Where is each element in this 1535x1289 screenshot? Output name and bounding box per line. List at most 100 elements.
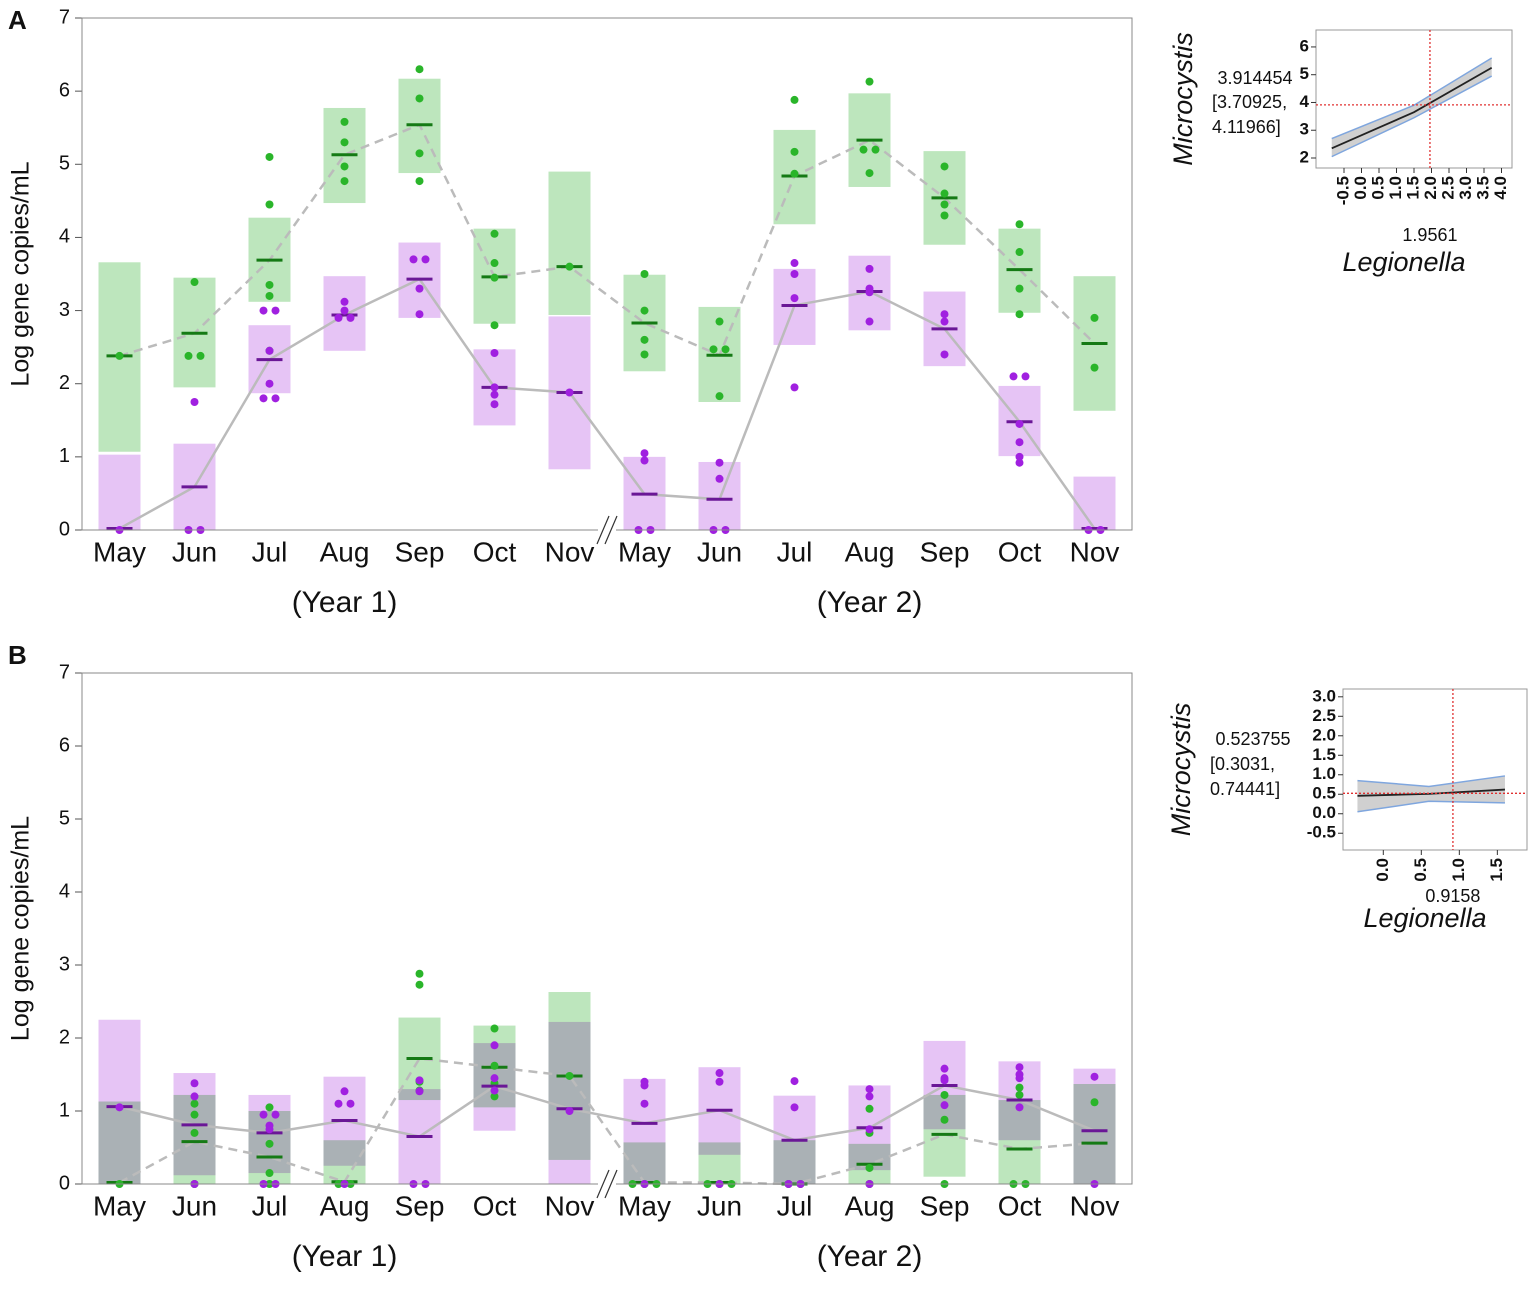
band-edge [1357, 800, 1505, 813]
data-point [1009, 372, 1018, 381]
y-tick-label: 2 [59, 1026, 70, 1048]
data-point [865, 1085, 874, 1094]
data-point [940, 310, 949, 319]
y-tick-label: 2 [59, 372, 70, 394]
ci-label: 0.74441] [1210, 779, 1280, 799]
y-tick-label: 5 [59, 153, 70, 175]
data-point [709, 345, 718, 354]
data-point [334, 1099, 343, 1108]
data-point [490, 259, 499, 268]
x-tick-label: 4.0 [1491, 176, 1510, 200]
data-point [490, 1024, 499, 1033]
y-axis-label: Microcystis [1168, 32, 1198, 166]
data-point [190, 1099, 199, 1108]
data-point [1015, 220, 1024, 229]
x-tick-label: Oct [998, 536, 1042, 567]
x-tick-label: 3.0 [1456, 176, 1475, 200]
data-point [415, 969, 424, 978]
y-tick-label: 5 [1300, 64, 1309, 83]
data-point [415, 1087, 424, 1096]
x-tick-label: 1.0 [1386, 176, 1405, 200]
x-tick-label: May [618, 536, 671, 567]
data-point [184, 351, 193, 360]
data-point [1015, 1074, 1024, 1083]
ci-box [1073, 476, 1116, 530]
data-point [565, 388, 574, 397]
data-point [1015, 1063, 1024, 1072]
x-tick-label: 0.0 [1373, 858, 1392, 882]
axis-break [604, 1169, 618, 1199]
data-point [259, 306, 268, 315]
data-point [715, 458, 724, 467]
x-tick-label: 1.5 [1487, 858, 1506, 882]
data-point [940, 162, 949, 171]
data-point [265, 1103, 274, 1112]
data-point [790, 270, 799, 278]
x-tick-label: Jul [252, 536, 288, 567]
x-tick-label: Nov [1070, 1190, 1120, 1221]
data-point [490, 273, 499, 282]
data-point [490, 390, 499, 399]
x-tick-label: Aug [845, 1190, 895, 1221]
data-point [1015, 1083, 1024, 1092]
data-point [346, 1099, 355, 1108]
y-value: 3.914454 [1217, 68, 1292, 88]
y-tick-label: 2.0 [1312, 725, 1336, 744]
data-point [940, 350, 949, 359]
x-tick-label: Aug [320, 536, 370, 567]
data-point [265, 152, 274, 161]
data-point [490, 1061, 499, 1070]
data-point [340, 117, 349, 126]
ci-box [98, 1019, 141, 1184]
x-tick-label: Nov [545, 1190, 595, 1221]
y-tick-label: 3 [59, 299, 70, 321]
data-point [940, 211, 949, 220]
ci-box [623, 1078, 666, 1184]
y-tick-label: 6 [59, 734, 70, 756]
x-tick-label: Sep [920, 1190, 970, 1221]
data-point [790, 1077, 799, 1086]
group-label: (Year 1) [292, 1240, 398, 1273]
data-point [1015, 452, 1024, 461]
x-tick-label: May [618, 1190, 671, 1221]
data-point [265, 346, 274, 355]
data-point [940, 1115, 949, 1124]
plot-frame [81, 17, 1133, 531]
data-point [940, 1064, 949, 1073]
data-point [1015, 419, 1024, 428]
data-point [259, 394, 268, 403]
y-tick-label: 7 [59, 661, 70, 683]
data-point [271, 1110, 280, 1119]
data-point [421, 255, 430, 264]
data-point [715, 392, 724, 401]
data-point [940, 1090, 949, 1099]
data-point [865, 1125, 874, 1134]
x-tick-label: 0.5 [1368, 176, 1387, 200]
data-point [265, 1125, 274, 1134]
x-tick-label: Jun [697, 536, 742, 567]
data-point [1090, 363, 1099, 372]
data-point [340, 306, 349, 315]
x-value: 1.9561 [1402, 225, 1457, 245]
data-point [790, 294, 799, 303]
data-point [865, 288, 874, 297]
data-point [490, 1041, 499, 1050]
axis-break [596, 1169, 610, 1199]
x-tick-label: 3.5 [1473, 176, 1492, 200]
data-point [715, 317, 724, 326]
data-point [490, 1092, 499, 1101]
data-point [415, 284, 424, 293]
ci-label: [3.70925, [1212, 92, 1287, 112]
data-point [640, 449, 649, 458]
x-axis-label: Legionella [1342, 247, 1465, 277]
data-point [415, 65, 424, 74]
group-label: (Year 2) [817, 586, 923, 619]
data-point [1015, 310, 1024, 319]
y-value: 0.523755 [1215, 729, 1290, 749]
data-point [340, 138, 349, 147]
data-point [940, 200, 949, 209]
y-tick-label: 4 [1300, 92, 1310, 111]
data-point [190, 1110, 199, 1119]
data-point [265, 200, 274, 209]
